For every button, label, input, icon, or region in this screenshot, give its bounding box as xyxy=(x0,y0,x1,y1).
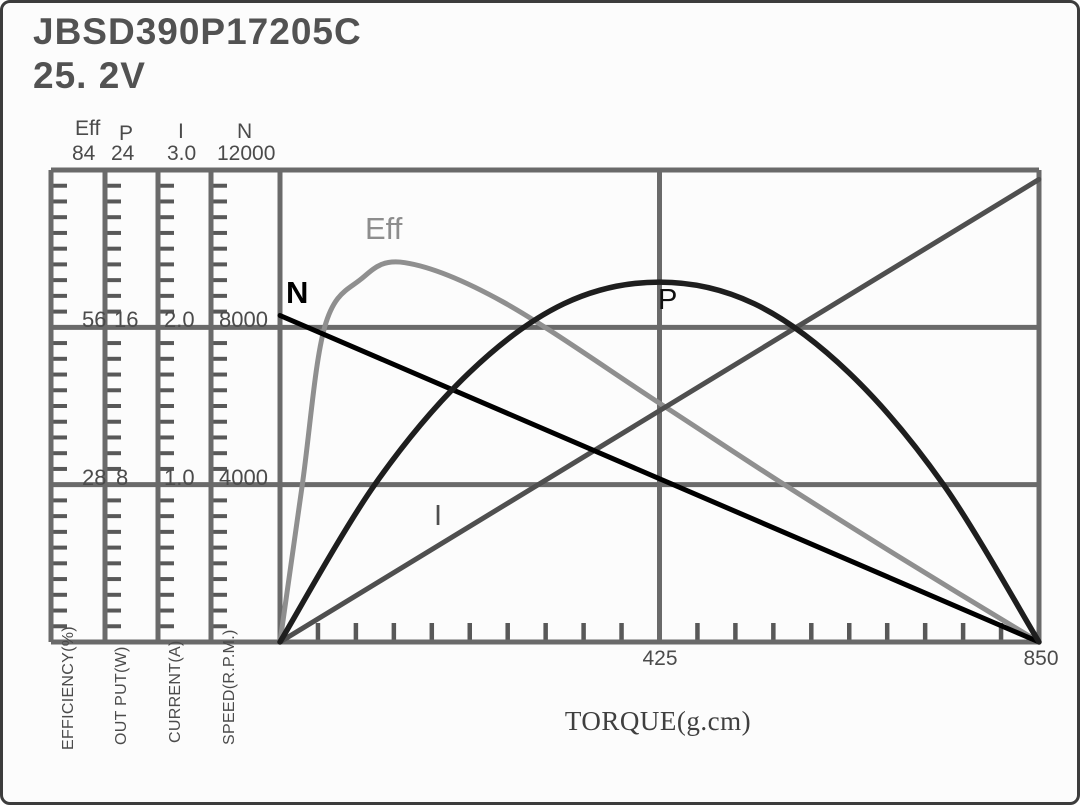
axis-header-i: I xyxy=(178,120,184,143)
page-title-model: JBSD390P17205C xyxy=(33,11,362,52)
x-tick-label-850: 850 xyxy=(1023,647,1059,670)
y-axis-title-current: CURRENT(A) xyxy=(167,640,184,743)
page-title-voltage: 25. 2V xyxy=(33,55,146,96)
curve-p xyxy=(277,279,1042,645)
axis-header-eff: Eff xyxy=(75,117,101,140)
x-axis-title-torque: TORQUE(g.cm) xyxy=(564,706,752,736)
axis-max-eff: 84 xyxy=(72,142,96,165)
y-axis-title-efficiency: EFFICIENCY(%) xyxy=(60,626,77,750)
y-axis-title-output: OUT PUT(W) xyxy=(113,646,130,745)
curve-i xyxy=(277,176,1042,645)
tick-label-i-1: 1.0 xyxy=(164,465,195,490)
tick-label-eff-28: 28 xyxy=(82,465,107,490)
tick-label-i-2: 2.0 xyxy=(164,307,195,332)
curve-eff xyxy=(277,259,1042,645)
y-axis-title-speed: SPEED(R.P.M.) xyxy=(221,629,238,745)
axis-max-i: 3.0 xyxy=(167,142,197,165)
tick-label-eff-56: 56 xyxy=(82,307,107,332)
axis-max-n: 12000 xyxy=(217,142,276,165)
curve-n xyxy=(277,313,1042,645)
tick-label-p-16: 16 xyxy=(114,307,139,332)
axis-header-n: N xyxy=(237,120,253,143)
curve-label-eff: Eff xyxy=(365,211,403,246)
axis-max-p: 24 xyxy=(111,142,135,165)
tick-label-n-8000: 8000 xyxy=(219,307,268,332)
axis-header-p: P xyxy=(119,122,134,145)
curve-label-n: N xyxy=(286,275,309,310)
x-tick-label-425: 425 xyxy=(642,647,678,670)
tick-label-p-8: 8 xyxy=(116,465,129,490)
curve-label-i: I xyxy=(434,500,443,532)
tick-label-n-4000: 4000 xyxy=(219,465,268,490)
curve-label-p: P xyxy=(658,284,678,316)
chart-canvas xyxy=(48,167,1042,645)
